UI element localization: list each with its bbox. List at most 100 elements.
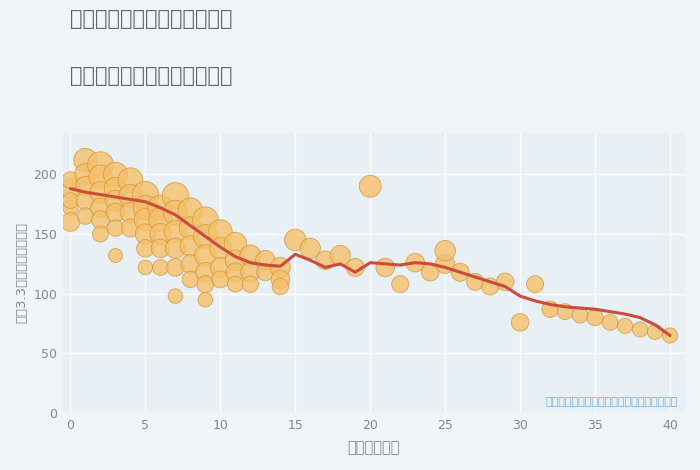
Point: [110, 252, 121, 259]
Point: [215, 264, 226, 271]
Point: [110, 224, 121, 232]
Point: [170, 264, 181, 271]
Point: [320, 257, 331, 264]
Point: [274, 283, 286, 290]
Point: [440, 260, 451, 267]
Point: [140, 216, 151, 223]
Point: [125, 177, 136, 184]
Point: [335, 252, 346, 259]
Point: [80, 156, 91, 164]
Point: [650, 328, 661, 336]
Point: [514, 319, 526, 326]
Point: [170, 228, 181, 235]
Point: [80, 197, 91, 204]
Point: [199, 281, 211, 288]
Point: [110, 171, 121, 178]
Point: [634, 326, 645, 333]
Point: [215, 228, 226, 235]
Point: [155, 216, 166, 223]
Point: [65, 177, 76, 184]
Point: [170, 192, 181, 200]
Point: [80, 182, 91, 190]
Point: [199, 252, 211, 259]
Point: [425, 268, 436, 276]
Point: [185, 206, 196, 214]
Point: [110, 197, 121, 204]
Point: [80, 171, 91, 178]
Point: [290, 236, 301, 244]
Point: [559, 308, 570, 315]
Point: [260, 257, 271, 264]
Point: [95, 230, 106, 238]
Point: [529, 281, 540, 288]
Text: 東京都京王よみうりランド駅: 東京都京王よみうりランド駅: [70, 9, 232, 30]
Point: [65, 185, 76, 192]
Point: [199, 233, 211, 240]
Point: [199, 216, 211, 223]
Point: [664, 332, 676, 339]
Point: [410, 259, 421, 266]
Point: [230, 257, 241, 264]
Point: [110, 209, 121, 216]
Point: [199, 268, 211, 276]
Point: [454, 268, 466, 276]
Point: [110, 185, 121, 192]
Point: [440, 247, 451, 254]
Point: [140, 204, 151, 212]
Point: [274, 275, 286, 283]
Point: [155, 264, 166, 271]
Text: 築年数別中古マンション価格: 築年数別中古マンション価格: [70, 66, 232, 86]
Point: [395, 281, 406, 288]
Point: [185, 224, 196, 232]
Point: [125, 209, 136, 216]
Point: [95, 204, 106, 212]
Text: 円の大きさは、取引のあった物件面積を示す: 円の大きさは、取引のあった物件面積を示す: [545, 397, 678, 407]
Point: [245, 268, 256, 276]
Point: [230, 281, 241, 288]
Point: [140, 230, 151, 238]
Point: [260, 268, 271, 276]
Point: [65, 197, 76, 204]
Point: [155, 230, 166, 238]
Point: [65, 218, 76, 226]
Point: [304, 244, 316, 252]
Point: [470, 278, 481, 285]
Point: [545, 306, 556, 313]
Point: [199, 296, 211, 304]
Point: [140, 264, 151, 271]
Point: [484, 283, 496, 290]
Point: [125, 192, 136, 200]
Point: [215, 244, 226, 252]
Point: [245, 281, 256, 288]
Point: [230, 240, 241, 247]
Point: [245, 252, 256, 259]
Point: [185, 260, 196, 267]
Point: [140, 244, 151, 252]
Point: [575, 312, 586, 319]
Point: [95, 216, 106, 223]
Point: [620, 322, 631, 329]
X-axis label: 築年数（年）: 築年数（年）: [348, 440, 400, 455]
Point: [185, 242, 196, 250]
Point: [155, 204, 166, 212]
Point: [155, 244, 166, 252]
Point: [274, 264, 286, 271]
Point: [95, 161, 106, 169]
Point: [365, 182, 376, 190]
Point: [95, 188, 106, 196]
Y-axis label: 坪（3.3㎡）単価（万円）: 坪（3.3㎡）単価（万円）: [15, 222, 28, 323]
Point: [80, 212, 91, 220]
Point: [605, 319, 616, 326]
Point: [350, 264, 361, 271]
Point: [185, 275, 196, 283]
Point: [170, 244, 181, 252]
Point: [125, 224, 136, 232]
Point: [215, 275, 226, 283]
Point: [379, 264, 391, 271]
Point: [500, 278, 511, 285]
Point: [230, 268, 241, 276]
Point: [170, 209, 181, 216]
Point: [170, 292, 181, 300]
Point: [95, 173, 106, 180]
Point: [589, 314, 601, 321]
